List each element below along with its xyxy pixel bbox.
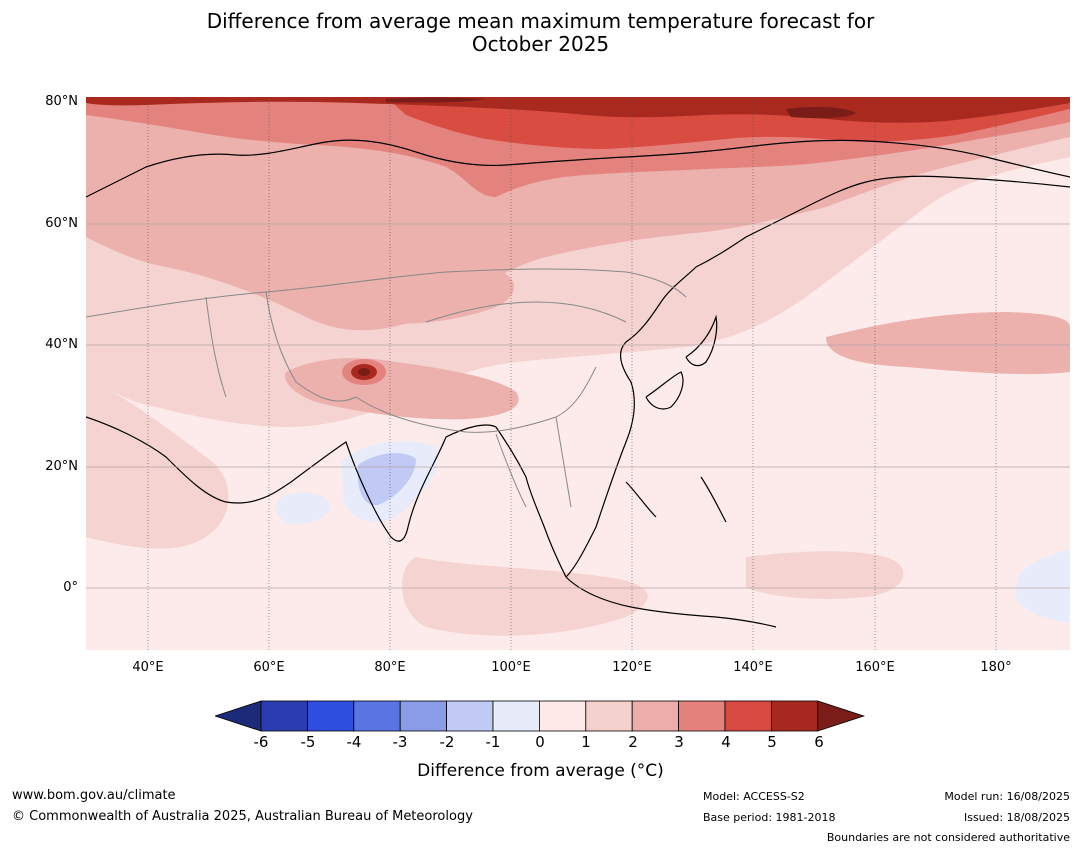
colorbar-segment <box>446 700 494 732</box>
website-link[interactable]: www.bom.gov.au/climate <box>12 788 176 803</box>
colorbar-segment <box>678 700 726 732</box>
copyright-notice: © Commonwealth of Australia 2025, Austra… <box>12 809 473 824</box>
colorbar-segment <box>538 700 587 732</box>
lat-label-0: 0° <box>63 580 78 595</box>
lat-label-60n: 60°N <box>45 216 78 231</box>
graticule <box>147 97 997 650</box>
lon-label-100e: 100°E <box>491 660 531 675</box>
anomaly-negative-arabian-sea <box>276 492 331 524</box>
colorbar-tick-0: 0 <box>535 733 545 751</box>
forecast-map-svg <box>86 97 1070 650</box>
map-title-line1: Difference from average mean maximum tem… <box>206 9 875 33</box>
issued-date: Issued: 18/08/2025 <box>963 811 1070 824</box>
lon-label-180: 180° <box>980 660 1012 675</box>
colorbar-segment <box>353 700 401 732</box>
lon-label-140e: 140°E <box>733 660 773 675</box>
colorbar-extend-low <box>215 700 262 732</box>
model-name: Model: ACCESS-S2 <box>703 790 805 803</box>
colorbar-segment <box>307 700 355 732</box>
anomaly-band-1-2-arabia <box>86 377 229 549</box>
colorbar <box>215 700 866 732</box>
lon-label-120e: 120°E <box>612 660 652 675</box>
lat-label-20n: 20°N <box>45 459 78 474</box>
anomaly-band-1-2-pacific <box>746 551 904 599</box>
colorbar-tick-2: 2 <box>628 733 638 751</box>
colorbar-segment <box>585 700 633 732</box>
anomaly-band-1-2-south <box>402 557 648 636</box>
country-borders <box>86 268 687 508</box>
latitude-lines <box>86 223 1070 589</box>
colorbar-segment <box>724 700 772 732</box>
colorbar-segment <box>399 700 447 732</box>
colorbar-tick-4: 4 <box>721 733 731 751</box>
colorbar-tick-neg3: -3 <box>392 733 408 751</box>
boundaries-disclaimer: Boundaries are not considered authoritat… <box>826 831 1070 844</box>
colorbar-tick-neg6: -6 <box>253 733 269 751</box>
anomaly-hotspot-tibet-center <box>358 368 370 376</box>
colorbar-title: Difference from average (°C) <box>417 761 664 781</box>
lon-label-40e: 40°E <box>132 660 164 675</box>
model-run-date: Model run: 16/08/2025 <box>944 790 1070 803</box>
colorbar-segment <box>771 700 819 732</box>
map-title-line2: October 2025 <box>471 32 610 56</box>
coastlines <box>86 139 1070 628</box>
colorbar-tick-5: 5 <box>767 733 777 751</box>
colorbar-tick-3: 3 <box>674 733 684 751</box>
colorbar-extend-high <box>817 700 866 732</box>
anomaly-band-2-3-eastpacific <box>826 312 1070 375</box>
colorbar-segments <box>215 700 866 732</box>
lon-label-60e: 60°E <box>253 660 285 675</box>
anomaly-negative-pacific <box>1015 549 1070 622</box>
map-title: Difference from average mean maximum tem… <box>0 10 1081 56</box>
colorbar-segment <box>631 700 680 732</box>
anomaly-band-over-6-a <box>786 106 856 119</box>
anomaly-negative-india-core <box>357 453 416 506</box>
colorbar-tick-neg1: -1 <box>485 733 501 751</box>
lon-label-160e: 160°E <box>855 660 895 675</box>
base-period: Base period: 1981-2018 <box>703 811 836 824</box>
colorbar-tick-1: 1 <box>581 733 591 751</box>
lat-label-40n: 40°N <box>45 337 78 352</box>
colorbar-tick-neg4: -4 <box>346 733 362 751</box>
colorbar-tick-neg2: -2 <box>439 733 455 751</box>
forecast-map[interactable] <box>86 97 1070 650</box>
lat-label-80n: 80°N <box>45 94 78 109</box>
anomaly-band-over-6-b <box>386 97 486 103</box>
colorbar-tick-6: 6 <box>814 733 824 751</box>
lon-label-80e: 80°E <box>374 660 406 675</box>
colorbar-tick-neg5: -5 <box>300 733 316 751</box>
colorbar-segment <box>260 700 308 732</box>
colorbar-segment <box>492 700 540 732</box>
